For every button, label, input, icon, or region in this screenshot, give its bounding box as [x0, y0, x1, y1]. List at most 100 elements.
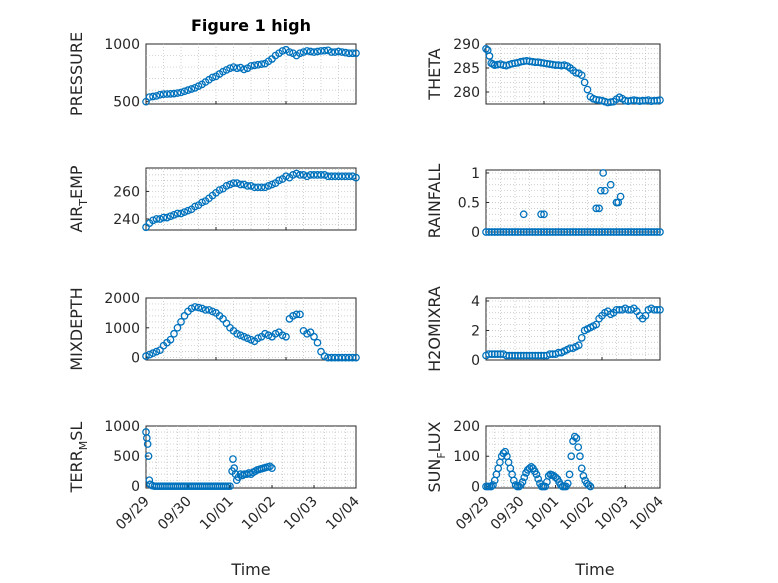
subplot-rainfall: 0 0.5 1 RAINFALL: [425, 164, 664, 241]
data-point: [222, 182, 231, 190]
data-point: [156, 90, 164, 99]
data-point: [570, 432, 579, 441]
data-point: [313, 47, 322, 56]
data-point: [310, 332, 318, 341]
data-point: [540, 210, 548, 219]
y-tick-label: 0: [471, 353, 480, 369]
data-point: [268, 464, 276, 472]
data-point: [296, 310, 304, 319]
data-point: [152, 215, 161, 223]
data-point: [198, 304, 206, 313]
data-point: [579, 472, 588, 480]
y-tick-label: 0: [471, 479, 480, 495]
y-axis-label: SUNFLUX: [425, 421, 448, 492]
data-point: [170, 89, 178, 98]
y-axis-label: PRESSURE: [67, 32, 86, 116]
data-point: [656, 305, 664, 314]
y-tick-label: 2000: [104, 291, 140, 307]
data-point: [229, 179, 238, 188]
y-tick-label: 1: [471, 166, 480, 182]
subplot-mixdepth: 0 1000 2000 MIXDEPTH: [67, 287, 360, 371]
y-axis-label: THETA: [425, 48, 444, 100]
data-point: [320, 46, 329, 55]
data-point: [352, 173, 360, 182]
subplot-pressure: 500 1000 PRESSURE: [67, 32, 360, 116]
y-tick-label: 290: [453, 37, 480, 53]
data-point: [565, 470, 574, 479]
data-point: [208, 307, 217, 316]
data-point: [278, 331, 287, 340]
data-point: [166, 212, 175, 221]
data-point: [320, 352, 329, 360]
data-point: [656, 228, 664, 236]
data-point: [586, 482, 595, 491]
data-point: [282, 332, 290, 341]
data-point: [170, 210, 178, 219]
data-point: [537, 210, 545, 219]
data-point: [159, 213, 168, 222]
data-point: [303, 172, 311, 181]
data-point: [194, 303, 203, 312]
data-point: [198, 198, 206, 207]
y-tick-label: 260: [113, 184, 140, 200]
data-point: [520, 473, 529, 482]
figure-title: Figure 1 high: [191, 16, 311, 35]
data-point: [215, 186, 224, 194]
data-point: [236, 180, 245, 189]
y-tick-label: 0: [471, 225, 480, 241]
data-point: [152, 347, 161, 356]
y-tick-label: 1000: [104, 37, 140, 53]
data-point: [208, 73, 217, 82]
data-point: [345, 172, 353, 181]
data-point: [275, 176, 283, 185]
data-point: [485, 52, 494, 60]
data-point: [352, 353, 360, 362]
data-point: [257, 60, 266, 69]
data-point: [303, 329, 311, 338]
data-point: [144, 452, 153, 460]
y-tick-label: 200: [453, 419, 480, 435]
data-point: [149, 216, 157, 225]
y-tick-label: 2: [471, 323, 480, 339]
y-axis-label-main: PRESSURE: [67, 32, 86, 116]
data-point: [166, 335, 175, 344]
data-point: [240, 180, 248, 189]
data-point: [184, 86, 192, 95]
data-point: [226, 180, 234, 189]
data-point: [556, 481, 565, 489]
data-point: [348, 353, 357, 362]
data-point: [296, 171, 304, 179]
data-point: [292, 310, 301, 319]
data-point: [268, 180, 276, 189]
data-point: [254, 334, 262, 343]
y-tick-label: 0.5: [458, 195, 480, 211]
data-point: [240, 65, 248, 74]
y-axis-label-rest: LUX: [425, 421, 444, 452]
data-point: [574, 443, 583, 452]
y-axis-label: MIXDEPTH: [67, 287, 86, 370]
data-point: [278, 47, 287, 55]
x-axis-label-left: Time: [230, 560, 270, 579]
data-point: [243, 182, 252, 190]
data-point: [334, 47, 343, 56]
data-point: [292, 169, 301, 178]
data-point: [257, 183, 266, 192]
data-point: [656, 96, 664, 105]
data-point: [173, 209, 182, 218]
data-point: [166, 89, 175, 98]
y-axis-label-main: SUN: [425, 459, 444, 493]
data-point: [338, 48, 346, 56]
data-point: [264, 331, 273, 340]
data-point: [191, 303, 199, 311]
data-point: [574, 341, 583, 350]
data-point: [580, 78, 589, 87]
data-point: [601, 186, 609, 195]
y-axis-label-sub: F: [435, 452, 448, 458]
data-point: [247, 335, 255, 344]
data-point: [145, 93, 154, 101]
data-point: [240, 332, 248, 341]
y-tick-label: 1000: [104, 321, 140, 337]
data-point: [226, 482, 234, 491]
data-point: [518, 478, 527, 486]
